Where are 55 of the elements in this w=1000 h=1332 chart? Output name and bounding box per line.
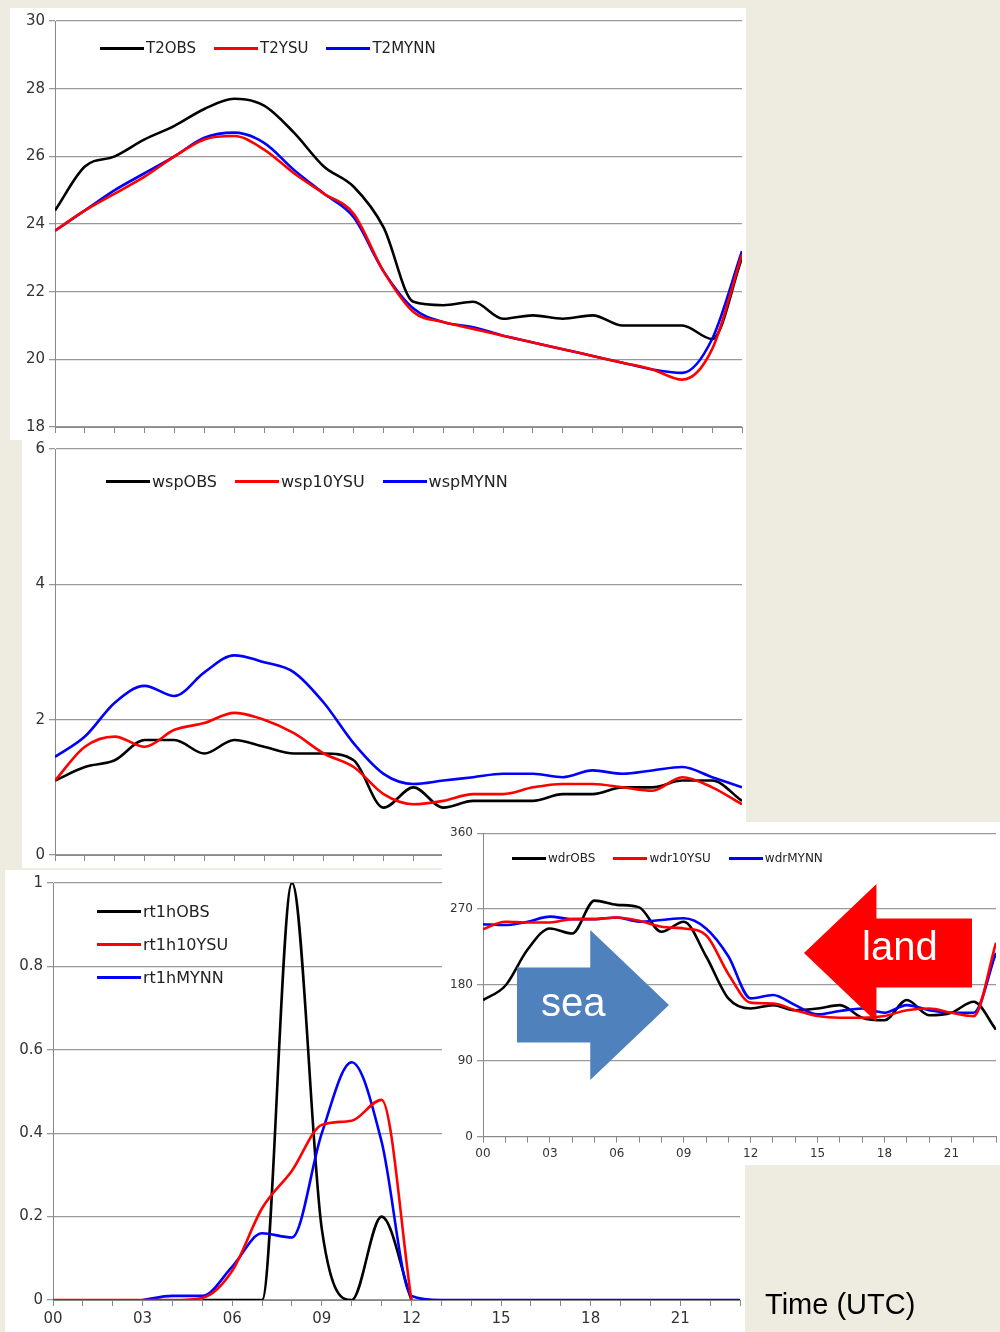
y-tick-label: 22 [25,281,45,300]
legend-label: T2MYNN [372,39,436,57]
legend-label: T2YSU [260,39,309,57]
y-tick-label: 1 [33,872,43,891]
x-tick-label: 21 [943,1145,960,1160]
y-tick-label: 18 [25,416,45,435]
y-tick-label: 0.2 [19,1206,43,1225]
y-tick-label: 360 [450,825,473,840]
y-tick-label: 0 [33,1289,43,1308]
x-tick-label: 18 [876,1145,893,1160]
y-tick-label: 28 [25,78,45,97]
x-tick-label: 09 [676,1145,692,1160]
legend-label: rt1hOBS [143,902,210,921]
x-tick-label: 03 [542,1145,558,1160]
line-series [53,1098,413,1300]
x-tick-label: 06 [222,1308,242,1327]
y-tick-label: 6 [35,438,45,457]
y-tick-label: 4 [35,574,45,593]
y-tick-label: 0 [35,844,45,863]
y-tick-label: 90 [457,1052,473,1067]
x-tick-label: 15 [809,1145,826,1160]
x-tick-label: 15 [491,1308,511,1327]
x-tick-label: 03 [133,1308,153,1327]
y-tick-label: 30 [25,10,45,29]
line-series [55,738,742,809]
y-tick-label: 180 [450,977,473,992]
x-tick-label: 00 [475,1145,491,1160]
y-tick-label: 2 [35,709,45,728]
y-tick-label: 270 [450,901,473,916]
legend-label: rt1h10YSU [143,935,229,954]
legend-label: wspMYNN [428,472,508,491]
y-tick-label: 0.4 [19,1123,43,1142]
annotation: sea [541,980,606,1025]
x-tick-label: 18 [581,1308,601,1327]
x-tick-label: 12 [401,1308,421,1327]
y-tick-label: 0.6 [19,1039,43,1058]
x-tick-label: 06 [609,1145,625,1160]
legend-label: wspOBS [152,472,218,491]
x-tick-label: 12 [743,1145,759,1160]
y-tick-label: 20 [25,349,45,368]
legend-label: T2OBS [146,39,197,57]
legend-label: wdr10YSU [649,851,711,865]
legend-label: wdrMYNN [764,851,823,865]
y-tick-label: 0.8 [19,956,43,975]
y-tick-label: 26 [25,146,45,165]
y-tick-label: 0 [465,1128,473,1143]
x-axis-title: Time (UTC) [765,1288,916,1321]
legend-label: rt1hMYNN [143,968,224,987]
x-tick-label: 21 [670,1308,690,1327]
annotation: land [862,924,938,969]
legend-label: wdrOBS [548,851,596,865]
y-tick-label: 24 [25,213,45,232]
x-tick-label: 00 [43,1308,63,1327]
legend-label: wsp10YSU [281,472,365,491]
x-tick-label: 09 [312,1308,332,1327]
